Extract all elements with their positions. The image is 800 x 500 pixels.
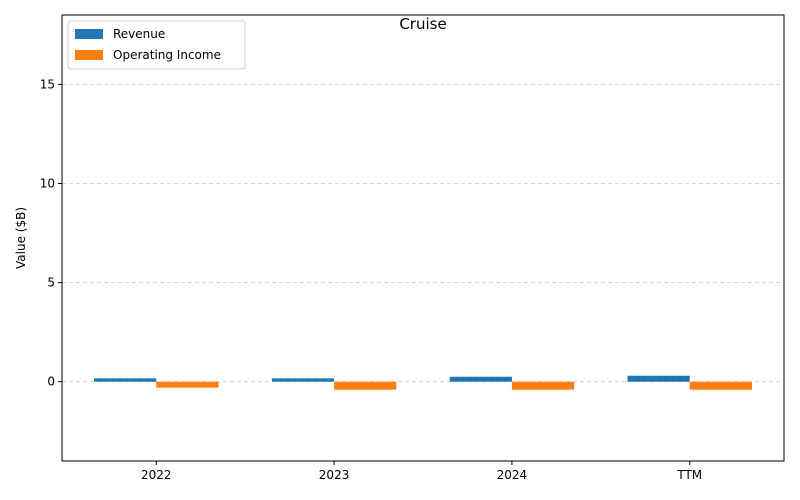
- x-axis: 2022 2023 2024 TTM: [141, 461, 702, 482]
- bar-revenue-2023: [271, 378, 335, 382]
- y-axis: 0 5 10 15: [40, 77, 62, 389]
- bar-revenue-2022: [94, 378, 157, 382]
- bar-operating-income-ttm: [689, 381, 752, 390]
- bars: [94, 375, 752, 390]
- legend-swatch: [75, 50, 103, 60]
- x-tick-label: 2022: [141, 468, 172, 482]
- x-tick-label: 2023: [319, 468, 350, 482]
- legend-label: Operating Income: [113, 48, 221, 62]
- legend-box: [67, 20, 246, 70]
- y-tick-label: 5: [47, 276, 55, 290]
- y-tick-label: 0: [47, 375, 55, 389]
- bar-revenue-ttm: [627, 375, 690, 382]
- y-tick-label: 10: [40, 176, 55, 190]
- y-axis-label: Value ($B): [14, 207, 28, 269]
- x-tick-label: 2024: [497, 468, 528, 482]
- y-tick-label: 15: [40, 77, 55, 91]
- x-tick-label: TTM: [676, 468, 702, 482]
- bar-revenue-2024: [449, 376, 512, 382]
- legend-label: Revenue: [113, 27, 165, 41]
- legend-swatch: [75, 29, 103, 39]
- bar-operating-income-2022: [156, 381, 219, 388]
- legend: Revenue Operating Income: [67, 20, 246, 70]
- chart-title: Cruise: [399, 15, 446, 33]
- gridlines: [62, 83, 784, 383]
- plot-frame: [61, 14, 785, 462]
- bar-operating-income-2024: [511, 381, 575, 390]
- bar-operating-income-2023: [334, 381, 397, 390]
